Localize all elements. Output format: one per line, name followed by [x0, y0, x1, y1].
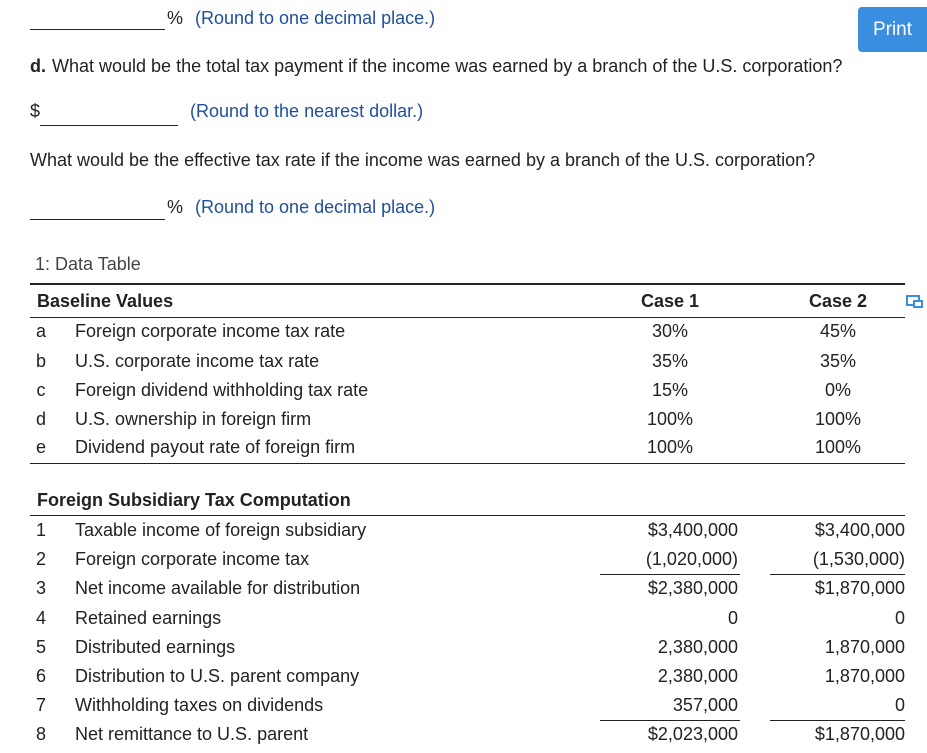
- row-key: 4: [35, 608, 46, 628]
- hint: (Round to one decimal place.): [195, 8, 436, 28]
- column-header: Case 2: [808, 291, 868, 311]
- cell: 1,870,000: [824, 637, 905, 657]
- answer-blank[interactable]: [40, 125, 178, 126]
- unit: %: [167, 8, 184, 28]
- row-label: Net income available for distribution: [75, 578, 361, 598]
- row-label: Distribution to U.S. parent company: [75, 666, 360, 686]
- cell: 1,870,000: [824, 666, 905, 686]
- hint: (Round to the nearest dollar.): [190, 101, 424, 121]
- row-key: 5: [35, 637, 46, 657]
- section-header: Foreign Subsidiary Tax Computation: [37, 490, 351, 510]
- row-label: Foreign corporate income tax rate: [75, 321, 346, 341]
- cell: 357,000: [672, 695, 738, 715]
- cell: (1,020,000): [645, 549, 738, 569]
- cell: 100%: [646, 437, 694, 457]
- cell: 2,380,000: [657, 637, 738, 657]
- column-header: Case 1: [640, 291, 700, 311]
- row-label: Withholding taxes on dividends: [75, 695, 324, 715]
- cell: 30%: [651, 321, 689, 341]
- row-label: Distributed earnings: [75, 637, 236, 657]
- subtotal-rule: [600, 720, 740, 721]
- row-key: 7: [35, 695, 46, 715]
- rule: [30, 515, 905, 516]
- row-key: 3: [35, 578, 46, 598]
- row-label: Foreign dividend withholding tax rate: [75, 380, 369, 400]
- cell: $2,380,000: [647, 578, 738, 598]
- subtotal-rule: [600, 574, 740, 575]
- cell: $1,870,000: [814, 724, 905, 744]
- cell: 100%: [814, 437, 862, 457]
- cell: (1,530,000): [812, 549, 905, 569]
- cell: 2,380,000: [657, 666, 738, 686]
- rule: [30, 463, 905, 464]
- row-label: U.S. ownership in foreign firm: [75, 409, 312, 429]
- row-key: 1: [35, 520, 46, 540]
- subtotal-rule: [770, 574, 905, 575]
- row-key: b: [35, 351, 46, 371]
- row-label: Foreign corporate income tax: [75, 549, 310, 569]
- unit: %: [167, 197, 184, 217]
- row-key: a: [35, 321, 46, 341]
- row-label: Net remittance to U.S. parent: [75, 724, 309, 744]
- rule: [30, 283, 905, 285]
- copy-icon[interactable]: [906, 295, 924, 309]
- question-text: What would be the effective tax rate if …: [30, 150, 816, 170]
- cell: 35%: [651, 351, 689, 371]
- row-key: c: [36, 380, 46, 400]
- row-label: Dividend payout rate of foreign firm: [75, 437, 356, 457]
- cell: 100%: [646, 409, 694, 429]
- row-key: d: [35, 409, 46, 429]
- cell: 15%: [651, 380, 689, 400]
- answer-blank[interactable]: [30, 219, 165, 220]
- section-header: Baseline Values: [37, 291, 174, 311]
- question-label: d.: [30, 56, 46, 76]
- cell: 35%: [819, 351, 857, 371]
- cell: 0%: [824, 380, 851, 400]
- cell: 0: [727, 608, 738, 628]
- table-title: 1: Data Table: [35, 254, 141, 274]
- row-label: Taxable income of foreign subsidiary: [75, 520, 367, 540]
- question-text: What would be the total tax payment if t…: [52, 56, 843, 76]
- answer-blank[interactable]: [30, 29, 165, 30]
- cell: $3,400,000: [647, 520, 738, 540]
- cell: $1,870,000: [814, 578, 905, 598]
- cell: 0: [894, 695, 905, 715]
- cell: $3,400,000: [814, 520, 905, 540]
- cell: 0: [894, 608, 905, 628]
- hint: (Round to one decimal place.): [195, 197, 436, 217]
- cell: 45%: [819, 321, 857, 341]
- cell: $2,023,000: [647, 724, 738, 744]
- unit: $: [30, 101, 41, 121]
- row-key: 2: [35, 549, 46, 569]
- row-key: 8: [35, 724, 46, 744]
- cell: 100%: [814, 409, 862, 429]
- print-button[interactable]: Print: [858, 7, 927, 52]
- rule: [30, 317, 905, 318]
- row-label: Retained earnings: [75, 608, 222, 628]
- row-key: 6: [35, 666, 46, 686]
- row-label: U.S. corporate income tax rate: [75, 351, 320, 371]
- subtotal-rule: [770, 720, 905, 721]
- row-key: e: [35, 437, 46, 457]
